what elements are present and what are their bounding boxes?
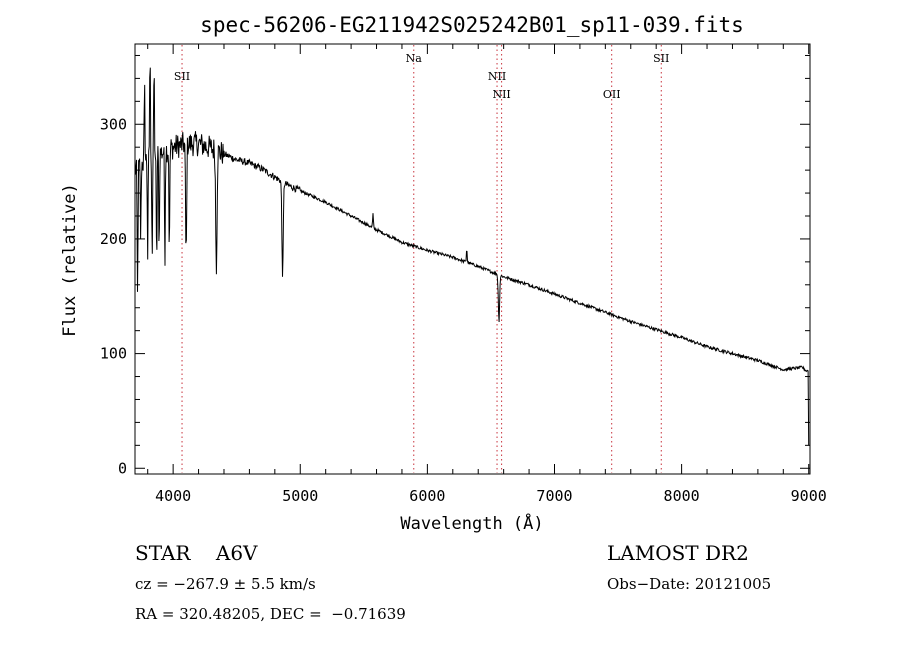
y-tick-label: 0 (118, 459, 127, 477)
plot-frame (134, 43, 811, 475)
y-tick-label: 100 (100, 345, 127, 363)
survey-name: LAMOST DR2 (607, 541, 749, 565)
observation-date: Obs−Date: 20121005 (607, 575, 772, 593)
x-tick-label: 5000 (282, 487, 318, 505)
emission-line-label: NII (488, 70, 506, 83)
y-tick-label: 300 (100, 115, 127, 133)
x-tick-label: 6000 (409, 487, 445, 505)
chart-title: spec-56206-EG211942S025242B01_sp11-039.f… (200, 13, 744, 37)
emission-line-label: SII (174, 70, 190, 83)
emission-line-label: Na (406, 52, 423, 65)
x-tick-label: 7000 (536, 487, 572, 505)
emission-line-label: OII (603, 88, 621, 101)
emission-line-label: NII (492, 88, 510, 101)
axes: 4000 5000 6000 7000 8000 9000 0 100 200 300 (100, 44, 827, 505)
y-axis-label: Flux (relative) (60, 183, 80, 337)
x-tick-label: 8000 (664, 487, 700, 505)
x-axis-label: Wavelength (Å) (400, 512, 543, 534)
object-class: STAR A6V (135, 541, 258, 565)
spectrum-line (134, 67, 810, 446)
y-tick-label: 200 (100, 230, 127, 248)
redshift-info: cz = −267.9 ± 5.5 km/s (135, 575, 316, 593)
x-tick-label: 4000 (155, 487, 191, 505)
emission-line-label: SII (653, 52, 669, 65)
x-tick-label: 9000 (791, 487, 827, 505)
emission-line-markers: SII Na NII NII OII SII (174, 45, 669, 473)
coordinates-info: RA = 320.48205, DEC = −0.71639 (135, 605, 406, 623)
